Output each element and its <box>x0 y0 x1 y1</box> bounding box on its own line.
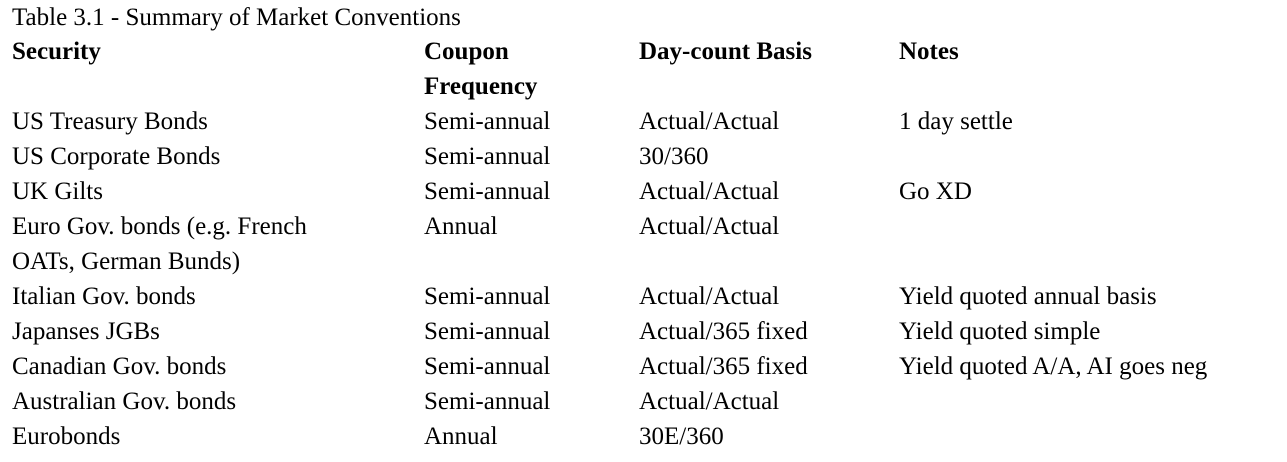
cell-security: Euro Gov. bonds (e.g. French OATs, German… <box>12 209 424 279</box>
cell-notes <box>899 209 1282 279</box>
table-row: Italian Gov. bonds Semi-annual Actual/Ac… <box>12 279 1282 314</box>
cell-daycount: Actual/Actual <box>639 388 780 415</box>
table-row: Japanses JGBs Semi-annual Actual/365 fix… <box>12 314 1282 349</box>
market-conventions-table: Security Coupon Frequency Day-count Basis… <box>12 34 1282 454</box>
cell-notes: Yield quoted simple <box>899 318 1101 345</box>
cell-coupon: Semi-annual <box>424 108 551 135</box>
cell-daycount: Actual/Actual <box>639 283 780 310</box>
table-row: Canadian Gov. bonds Semi-annual Actual/3… <box>12 349 1282 384</box>
cell-security: US Corporate Bonds <box>12 143 221 170</box>
table-header-row: Security Coupon Frequency Day-count Basis… <box>12 34 1282 104</box>
header-coupon-label-line1: Coupon <box>424 38 509 65</box>
cell-security: Italian Gov. bonds <box>12 283 196 310</box>
cell-daycount: 30E/360 <box>639 423 724 450</box>
header-notes: Notes <box>899 34 1282 104</box>
cell-notes <box>899 384 1282 419</box>
header-security-label: Security <box>12 38 101 65</box>
cell-coupon: Semi-annual <box>424 353 551 380</box>
cell-daycount: Actual/Actual <box>639 178 780 205</box>
cell-coupon: Semi-annual <box>424 318 551 345</box>
document-page: Table 3.1 - Summary of Market Convention… <box>12 2 1282 454</box>
cell-daycount: Actual/365 fixed <box>639 318 808 345</box>
table-row: US Treasury Bonds Semi-annual Actual/Act… <box>12 104 1282 139</box>
cell-security: Canadian Gov. bonds <box>12 353 227 380</box>
cell-security: Japanses JGBs <box>12 318 160 345</box>
cell-notes: Yield quoted annual basis <box>899 283 1157 310</box>
header-daycount-label: Day-count Basis <box>639 38 812 65</box>
header-coupon-frequency: Coupon Frequency <box>424 34 639 104</box>
cell-notes <box>899 139 1282 174</box>
cell-coupon: Semi-annual <box>424 283 551 310</box>
cell-security-line1: Euro Gov. bonds (e.g. French <box>12 213 307 240</box>
table-row: Euro Gov. bonds (e.g. French OATs, German… <box>12 209 1282 279</box>
cell-notes <box>899 419 1282 454</box>
table-row: Australian Gov. bonds Semi-annual Actual… <box>12 384 1282 419</box>
cell-daycount: 30/360 <box>639 143 709 170</box>
cell-coupon: Semi-annual <box>424 388 551 415</box>
cell-notes: Yield quoted A/A, AI goes neg <box>899 353 1208 380</box>
header-daycount: Day-count Basis <box>639 34 899 104</box>
cell-daycount: Actual/365 fixed <box>639 353 808 380</box>
header-security: Security <box>12 34 424 104</box>
table-row: US Corporate Bonds Semi-annual 30/360 <box>12 139 1282 174</box>
cell-notes: Go XD <box>899 178 972 205</box>
cell-security-line2: OATs, German Bunds) <box>12 248 241 275</box>
cell-security: US Treasury Bonds <box>12 108 208 135</box>
cell-daycount: Actual/Actual <box>639 108 780 135</box>
table-row: Eurobonds Annual 30E/360 <box>12 419 1282 454</box>
cell-coupon: Semi-annual <box>424 178 551 205</box>
header-coupon-label-line2: Frequency <box>424 73 538 100</box>
table-caption: Table 3.1 - Summary of Market Convention… <box>12 4 461 31</box>
cell-security: Australian Gov. bonds <box>12 388 237 415</box>
cell-coupon: Annual <box>424 423 498 450</box>
cell-coupon: Annual <box>424 213 498 240</box>
header-notes-label: Notes <box>899 38 959 65</box>
cell-notes: 1 day settle <box>899 108 1013 135</box>
cell-coupon: Semi-annual <box>424 143 551 170</box>
cell-security: Eurobonds <box>12 423 121 450</box>
table-row: UK Gilts Semi-annual Actual/Actual Go XD <box>12 174 1282 209</box>
cell-security: UK Gilts <box>12 178 103 205</box>
cell-daycount: Actual/Actual <box>639 213 780 240</box>
